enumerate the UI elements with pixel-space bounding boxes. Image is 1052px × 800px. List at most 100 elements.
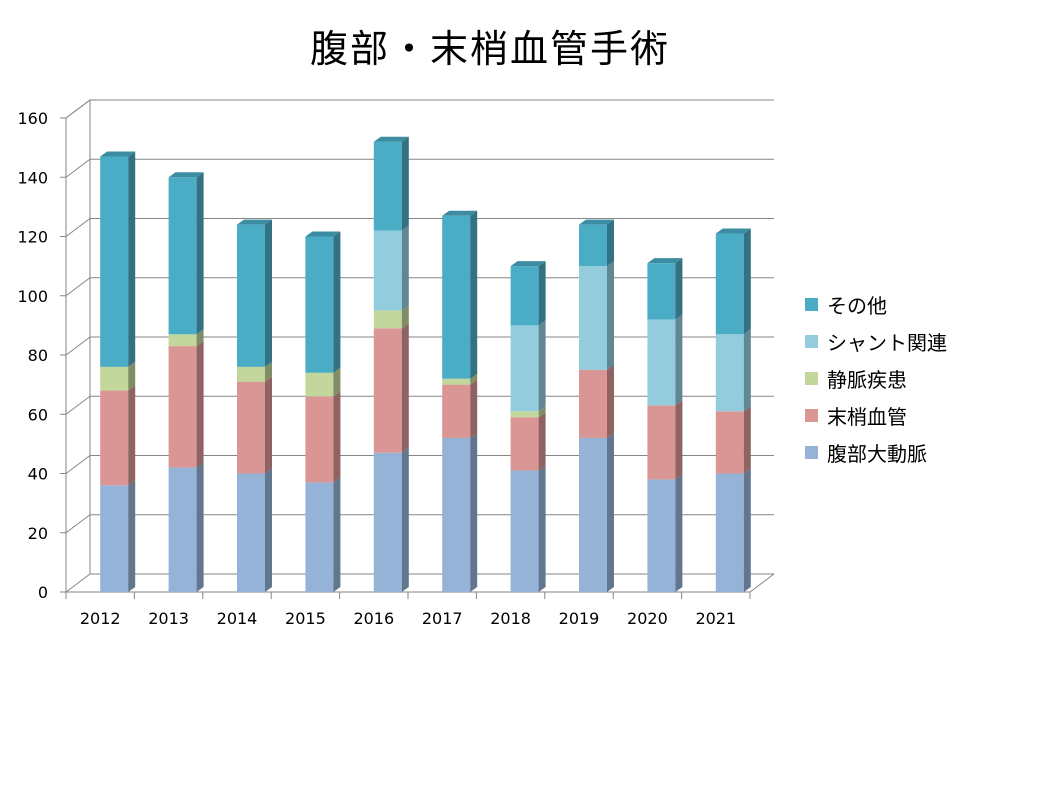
- bar-segment: [373, 230, 402, 311]
- legend-label: 静脈疾患: [827, 368, 907, 392]
- bar-segment-side: [675, 474, 683, 592]
- bar-segment-side: [333, 231, 341, 373]
- legend-swatch: [805, 372, 818, 385]
- legend-label: シャント関連: [827, 331, 947, 355]
- bar-segment: [715, 334, 744, 412]
- gridline: [65, 277, 774, 297]
- bar-segment: [510, 411, 539, 418]
- bar-segment-side: [743, 406, 751, 474]
- legend-swatch: [805, 446, 818, 459]
- bar-segment: [442, 437, 471, 592]
- bar-segment-side: [675, 400, 683, 480]
- bar-segment: [168, 334, 197, 347]
- y-tick-label: 120: [17, 228, 48, 247]
- y-tick-label: 80: [28, 346, 48, 365]
- bar-segment-top: [647, 258, 683, 264]
- legend-swatch: [805, 409, 818, 422]
- bar-segment: [237, 224, 265, 367]
- bar-segment: [305, 236, 334, 373]
- bar-segment-side: [675, 258, 683, 320]
- gridline: [65, 336, 774, 356]
- bar-segment: [305, 482, 334, 592]
- bar-segment: [715, 233, 744, 335]
- bar-segment: [442, 384, 471, 438]
- bar-segment: [579, 224, 607, 267]
- bar-segment-side: [196, 172, 204, 335]
- bar-segment-side: [401, 323, 409, 453]
- bar-segment-side: [333, 391, 341, 483]
- bar-segment-side: [743, 329, 751, 412]
- gridline: [65, 99, 774, 119]
- bar-segment-top: [715, 228, 751, 234]
- bar-segment: [647, 319, 676, 406]
- bar-segment-side: [743, 468, 751, 592]
- bar-segment: [373, 141, 402, 231]
- bar-segment: [442, 378, 471, 385]
- bar-segment-side: [333, 477, 341, 592]
- gridline: [65, 158, 774, 178]
- gridlines: [65, 99, 774, 593]
- x-tick-label: 2021: [695, 609, 736, 628]
- bar-segment-side: [128, 385, 136, 486]
- bar-segment: [647, 263, 676, 320]
- bar-segment-side: [265, 468, 272, 592]
- y-tick-label: 60: [28, 405, 48, 424]
- bar-segment: [715, 411, 744, 474]
- bar-segment-side: [128, 480, 136, 592]
- bar-segment: [715, 473, 744, 592]
- bar-segment-side: [333, 367, 341, 397]
- axes: 0 20 40 60 80 100 120 140 160 2012 2013 2014 2015 201…: [17, 109, 775, 628]
- legend-swatch: [805, 298, 818, 311]
- bar-segment-side: [607, 219, 614, 267]
- bar-segment-side: [196, 462, 204, 592]
- bar-segment: [647, 479, 676, 592]
- bar-segment: [100, 156, 129, 367]
- bar-segment-top: [510, 261, 546, 267]
- bar-segment: [510, 417, 539, 471]
- bar-segment: [100, 366, 129, 391]
- bar-segment: [100, 390, 129, 486]
- bars: [100, 136, 751, 592]
- y-tick-label: 0: [38, 583, 48, 602]
- bar-segment-side: [538, 320, 546, 412]
- y-tick-label: 100: [17, 287, 48, 306]
- bar-segment: [442, 215, 471, 379]
- bar-segment: [579, 369, 607, 438]
- legend-label: その他: [827, 294, 887, 318]
- bar-segment: [510, 266, 539, 326]
- x-tick-label: 2014: [217, 609, 258, 628]
- bar-segment-top: [442, 210, 478, 216]
- bar-segment-top: [579, 219, 614, 225]
- bar-segment: [168, 177, 197, 335]
- bar-segment-side: [470, 210, 478, 379]
- bar-segment: [168, 467, 197, 592]
- x-tick-label: 2013: [148, 609, 189, 628]
- bar-segment: [237, 381, 265, 474]
- bar-segment: [237, 473, 265, 592]
- gridline: [65, 455, 774, 474]
- bar-segment-side: [196, 329, 204, 347]
- bar-segment: [510, 470, 539, 592]
- gridline: [65, 514, 774, 534]
- bar-segment-side: [128, 151, 136, 367]
- gridline: [65, 218, 774, 237]
- bar-segment-side: [128, 361, 136, 391]
- y-tick-label: 160: [17, 109, 48, 128]
- legend-label: 腹部大動脈: [827, 442, 927, 466]
- bar-segment-side: [265, 376, 272, 474]
- chart-title: 腹部・末梢血管手術: [309, 27, 670, 71]
- bar-segment: [237, 366, 265, 382]
- bar-segment-side: [196, 341, 204, 468]
- x-tick-label: 2017: [422, 609, 463, 628]
- bar-segment-side: [538, 412, 546, 471]
- bar-segment-side: [607, 261, 614, 370]
- y-tick-label: 20: [28, 524, 48, 543]
- x-tick-label: 2019: [559, 609, 600, 628]
- bar-segment-side: [470, 373, 478, 385]
- bar-segment: [305, 372, 334, 397]
- bar-segment: [305, 396, 334, 483]
- bar-segment-top: [168, 172, 204, 178]
